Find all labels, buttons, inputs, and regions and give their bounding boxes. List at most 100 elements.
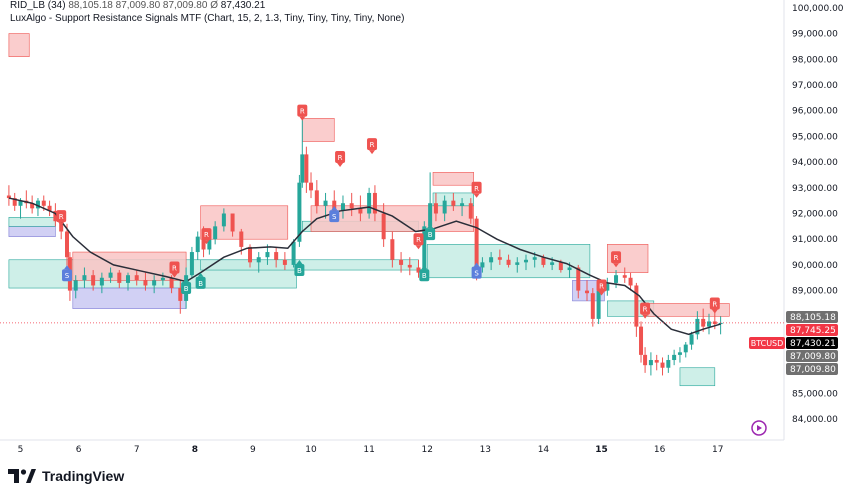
signal-marker[interactable]: R xyxy=(640,302,651,319)
candle xyxy=(442,195,447,222)
candle-body xyxy=(497,257,502,260)
candle-body xyxy=(30,203,35,209)
signal-marker[interactable]: R xyxy=(169,261,180,278)
candle-body xyxy=(126,275,131,283)
candle-body xyxy=(6,195,11,199)
signal-marker[interactable]: B xyxy=(195,272,206,289)
candle-body xyxy=(506,259,511,265)
signal-marker[interactable]: R xyxy=(297,104,308,121)
candle-body xyxy=(648,360,653,366)
candle-body xyxy=(239,231,244,247)
candle-body xyxy=(372,192,377,214)
candle-body xyxy=(108,272,113,278)
price-label-text: 87,430.21 xyxy=(790,339,836,349)
signal-marker[interactable]: S xyxy=(62,265,73,282)
candle xyxy=(126,272,131,291)
signal-marker[interactable]: S xyxy=(471,262,482,279)
candle-body xyxy=(213,226,218,240)
signal-marker[interactable]: R xyxy=(596,279,607,296)
candle xyxy=(300,115,305,188)
time-tick-label: 12 xyxy=(421,445,432,455)
candle-body xyxy=(134,275,139,281)
signal-marker[interactable]: B xyxy=(294,260,305,277)
price-tick-label: 96,000.00 xyxy=(792,107,838,117)
candle xyxy=(349,192,354,217)
zone-sup xyxy=(679,367,716,387)
candle-body xyxy=(248,246,253,263)
signal-marker[interactable]: R xyxy=(201,228,212,245)
marker-letter: S xyxy=(332,213,337,221)
signal-marker[interactable]: R xyxy=(709,297,720,314)
candle xyxy=(314,180,319,214)
candle xyxy=(628,272,633,291)
price-tick-label: 92,000.00 xyxy=(792,210,838,220)
signal-marker[interactable]: R xyxy=(471,181,482,198)
arrow-down-icon xyxy=(598,291,605,296)
candle xyxy=(695,311,700,340)
candle-body xyxy=(532,257,537,260)
candle-body xyxy=(367,192,372,214)
signal-marker[interactable]: B xyxy=(419,265,430,282)
price-label: 87,009.80 xyxy=(786,363,838,375)
candle-body xyxy=(596,290,601,319)
signal-marker[interactable]: R xyxy=(367,138,378,155)
signal-marker[interactable]: R xyxy=(56,210,67,227)
candle-body xyxy=(584,290,589,294)
marker-badge xyxy=(169,261,180,274)
candle-body xyxy=(433,203,438,214)
time-tick-label: 16 xyxy=(654,445,666,455)
time-tick-label: 9 xyxy=(250,445,256,455)
price-tick-label: 85,000.00 xyxy=(792,389,838,399)
candle-body xyxy=(460,203,465,206)
marker-letter: B xyxy=(184,285,189,293)
candle xyxy=(718,316,723,335)
candle-body xyxy=(605,282,610,291)
candle xyxy=(372,185,377,222)
candle xyxy=(53,203,58,227)
replay-icon[interactable] xyxy=(751,420,767,436)
marker-badge xyxy=(367,138,378,151)
signal-marker[interactable]: R xyxy=(413,233,424,250)
marker-letter: R xyxy=(416,236,421,244)
time-tick-label: 8 xyxy=(192,445,198,455)
signal-marker[interactable]: B xyxy=(181,278,192,295)
marker-badge xyxy=(181,282,192,295)
candle xyxy=(683,342,688,358)
arrow-up-icon xyxy=(197,272,204,277)
time-tick-label: 11 xyxy=(363,445,374,455)
signal-marker[interactable]: R xyxy=(611,251,622,268)
marker-letter: R xyxy=(599,282,604,290)
candle-body xyxy=(274,252,279,260)
time-tick-label: 7 xyxy=(134,445,140,455)
indicator-title[interactable]: LuxAlgo - Support Resistance Signals MTF… xyxy=(10,13,405,24)
signal-marker[interactable]: S xyxy=(329,206,340,223)
price-label-text: 87,009.80 xyxy=(790,352,836,362)
ohlc-close: 87,430.21 xyxy=(220,0,266,11)
candle-body xyxy=(628,277,633,286)
brand-name: TradingView xyxy=(42,468,125,484)
marker-badge xyxy=(596,279,607,292)
signal-marker[interactable]: R xyxy=(335,150,346,167)
tradingview-logo[interactable]: TradingView xyxy=(8,468,124,484)
symbol-sign: Ø xyxy=(210,0,218,11)
candle xyxy=(497,249,502,265)
candle xyxy=(634,282,639,337)
candle-body xyxy=(221,213,226,227)
signal-marker[interactable]: B xyxy=(425,224,436,241)
candle xyxy=(189,246,194,278)
marker-badge xyxy=(471,181,482,194)
candle-body xyxy=(541,257,546,265)
arrow-down-icon xyxy=(415,245,422,250)
candle xyxy=(274,246,279,268)
arrow-down-icon xyxy=(337,162,344,167)
candle xyxy=(639,321,644,363)
marker-badge xyxy=(195,276,206,289)
symbol-tag-text: BTCUSD xyxy=(751,339,784,348)
candle-body xyxy=(614,275,619,283)
marker-badge xyxy=(471,266,482,279)
candle xyxy=(390,231,395,268)
candle-body xyxy=(422,226,427,273)
time-axis: 5 6 7 8 9 10 11 12 13 14 15 16 17 xyxy=(18,445,724,455)
